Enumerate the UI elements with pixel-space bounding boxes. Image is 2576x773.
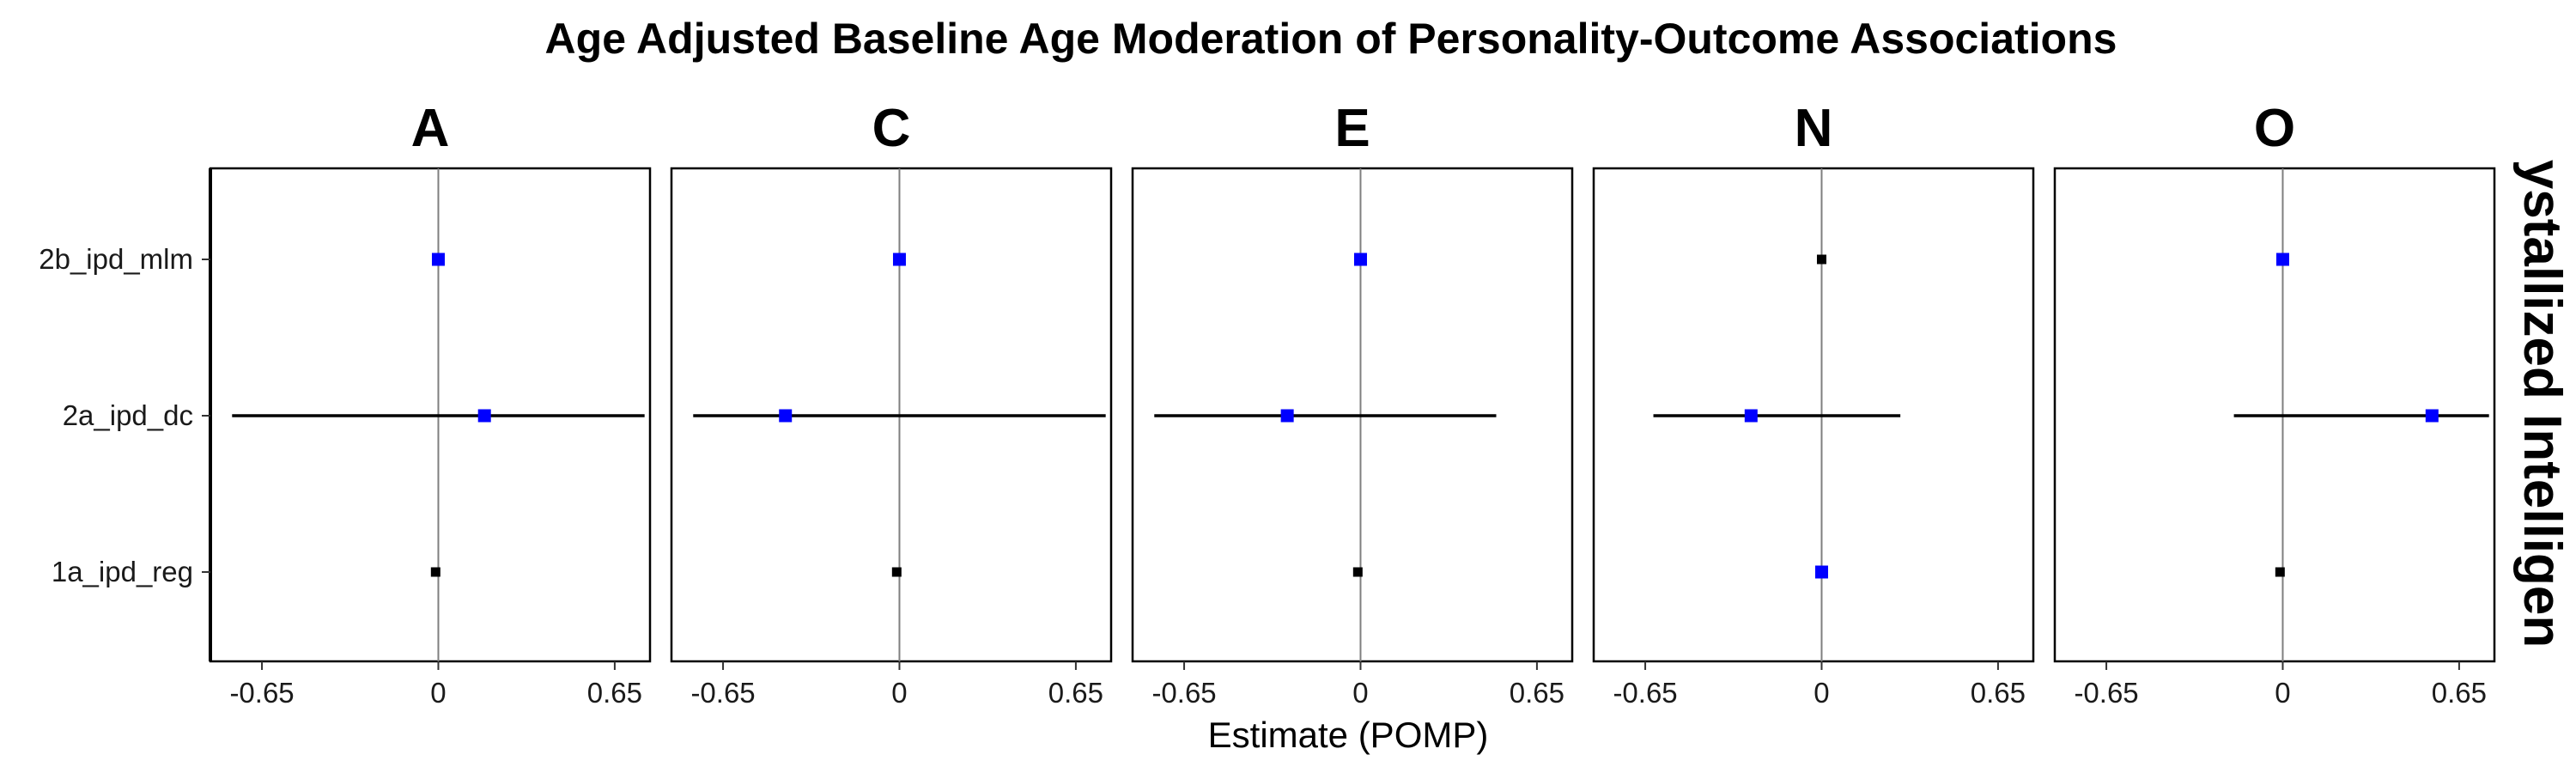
x-tick-label: 0 <box>2275 677 2290 709</box>
estimate-point <box>892 253 906 266</box>
estimate-point <box>430 567 440 577</box>
panel-border <box>2053 167 2496 663</box>
x-tick-label: -0.65 <box>229 677 294 709</box>
panel-o: O -0.65 0 0.65 <box>2053 99 2496 709</box>
estimate-point <box>1744 409 1758 423</box>
panel-a: A -0.65 0 0.65 <box>209 99 652 709</box>
facet-label: O <box>2254 99 2295 158</box>
facet-label: E <box>1334 99 1370 158</box>
panel-border <box>670 167 1113 663</box>
facet-label: A <box>411 99 450 158</box>
facet-label: N <box>1795 99 1833 158</box>
x-tick-label: 0 <box>430 677 446 709</box>
panel-border <box>1131 167 1574 663</box>
facet-strip-label: ystallized Intelligen <box>2512 160 2572 648</box>
facet-panels: A -0.65 0 0.65 C -0.65 0 0.65 E -0.65 0 0.65 N -0.65 0… <box>209 99 2496 709</box>
facet-label: C <box>872 99 911 158</box>
x-tick-label: 0.65 <box>1048 677 1103 709</box>
estimate-point <box>779 409 793 423</box>
x-tick-label: 0 <box>1352 677 1368 709</box>
y-axis: 2b_ipd_mlm 2a_ipd_dc 1a_ipd_reg <box>39 168 212 661</box>
x-tick-label: -0.65 <box>690 677 755 709</box>
estimate-point <box>477 409 491 423</box>
estimate-point <box>1814 565 1828 579</box>
x-tick-label: -0.65 <box>2074 677 2138 709</box>
panel-border <box>1592 167 2035 663</box>
estimate-point <box>1816 254 1826 265</box>
x-tick-label: -0.65 <box>1151 677 1216 709</box>
y-tick-label: 2a_ipd_dc <box>63 399 193 431</box>
x-tick-label: 0.65 <box>1510 677 1564 709</box>
x-tick-label: 0 <box>891 677 907 709</box>
x-tick-label: 0.65 <box>587 677 642 709</box>
estimate-point <box>1352 567 1363 577</box>
x-axis-label: Estimate (POMP) <box>1208 715 1489 755</box>
estimate-point <box>891 567 902 577</box>
estimate-point <box>1280 409 1294 423</box>
panel-c: C -0.65 0 0.65 <box>670 99 1113 709</box>
estimate-point <box>431 253 445 266</box>
estimate-point <box>2425 409 2439 423</box>
y-tick-label: 1a_ipd_reg <box>52 556 193 587</box>
estimate-point <box>2275 567 2285 577</box>
x-tick-label: -0.65 <box>1613 677 1677 709</box>
x-tick-label: 0.65 <box>2432 677 2487 709</box>
estimate-point <box>2275 253 2289 266</box>
panel-e: E -0.65 0 0.65 <box>1131 99 1574 709</box>
panel-n: N -0.65 0 0.65 <box>1592 99 2035 709</box>
estimate-point <box>1353 253 1367 266</box>
chart-title: Age Adjusted Baseline Age Moderation of … <box>545 15 2117 63</box>
y-tick-label: 2b_ipd_mlm <box>39 243 193 275</box>
x-tick-label: 0 <box>1814 677 1829 709</box>
x-tick-label: 0.65 <box>1971 677 2026 709</box>
